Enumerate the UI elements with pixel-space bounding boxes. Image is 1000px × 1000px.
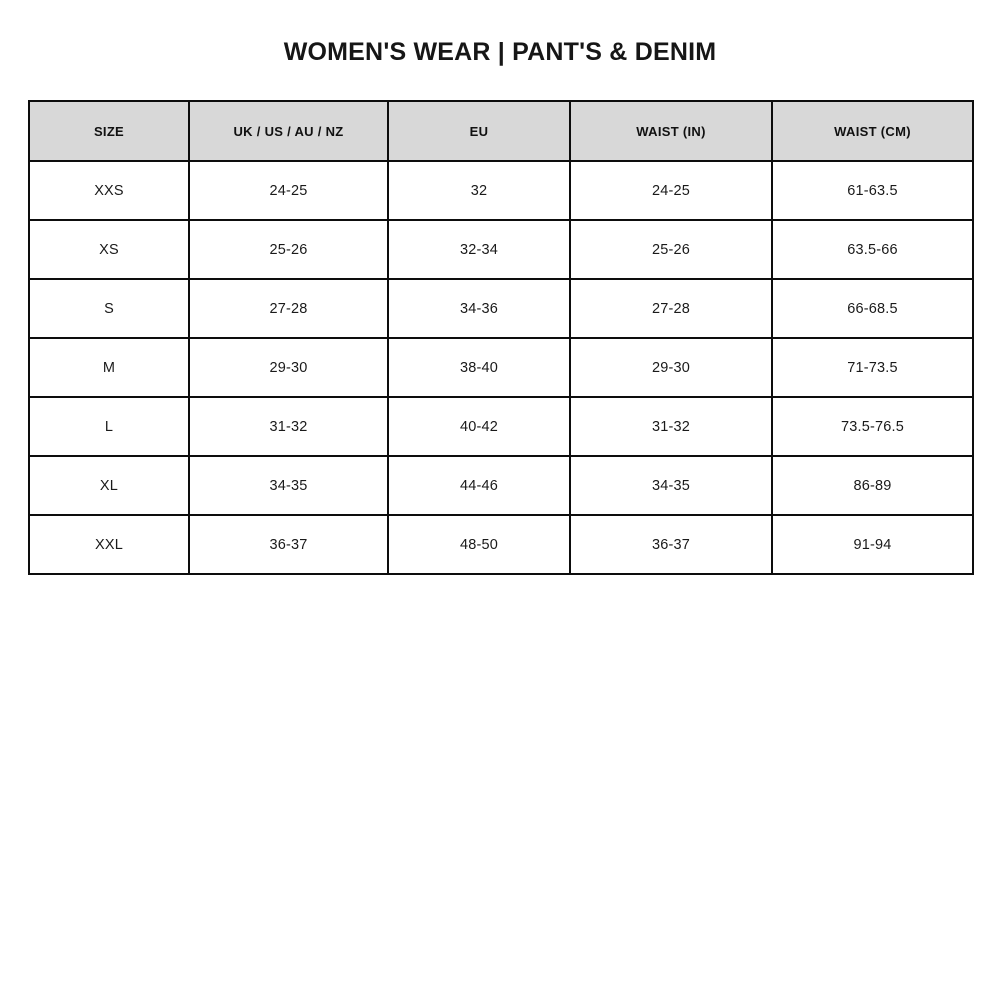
column-header-waist-cm: WAIST (CM) (771, 100, 974, 162)
cell-size: S (28, 278, 190, 339)
table-row: XS 25-26 32-34 25-26 63.5-66 (28, 219, 974, 280)
table-row: XL 34-35 44-46 34-35 86-89 (28, 455, 974, 516)
cell-eu: 44-46 (387, 455, 571, 516)
cell-size: XXL (28, 514, 190, 575)
cell-waist-in: 29-30 (569, 337, 773, 398)
cell-waist-cm: 71-73.5 (771, 337, 974, 398)
cell-waist-cm: 66-68.5 (771, 278, 974, 339)
table-row: S 27-28 34-36 27-28 66-68.5 (28, 278, 974, 339)
cell-uk: 31-32 (188, 396, 389, 457)
column-header-eu: EU (387, 100, 571, 162)
cell-uk: 25-26 (188, 219, 389, 280)
size-chart-table: SIZE UK / US / AU / NZ EU WAIST (IN) WAI… (28, 100, 974, 575)
cell-uk: 36-37 (188, 514, 389, 575)
cell-size: M (28, 337, 190, 398)
cell-waist-in: 25-26 (569, 219, 773, 280)
table-row: M 29-30 38-40 29-30 71-73.5 (28, 337, 974, 398)
cell-uk: 27-28 (188, 278, 389, 339)
cell-eu: 34-36 (387, 278, 571, 339)
cell-uk: 24-25 (188, 160, 389, 221)
cell-size: XL (28, 455, 190, 516)
column-header-waist-in: WAIST (IN) (569, 100, 773, 162)
table-body: XXS 24-25 32 24-25 61-63.5 XS 25-26 32-3… (28, 160, 974, 575)
cell-eu: 48-50 (387, 514, 571, 575)
column-header-size: SIZE (28, 100, 190, 162)
table-row: XXL 36-37 48-50 36-37 91-94 (28, 514, 974, 575)
cell-eu: 32-34 (387, 219, 571, 280)
cell-uk: 34-35 (188, 455, 389, 516)
table-header: SIZE UK / US / AU / NZ EU WAIST (IN) WAI… (28, 100, 974, 162)
cell-waist-cm: 63.5-66 (771, 219, 974, 280)
cell-waist-in: 36-37 (569, 514, 773, 575)
cell-waist-cm: 91-94 (771, 514, 974, 575)
cell-waist-in: 24-25 (569, 160, 773, 221)
cell-eu: 38-40 (387, 337, 571, 398)
page-title: WOMEN'S WEAR | PANT'S & DENIM (283, 38, 717, 66)
cell-uk: 29-30 (188, 337, 389, 398)
table-row: XXS 24-25 32 24-25 61-63.5 (28, 160, 974, 221)
cell-waist-in: 27-28 (569, 278, 773, 339)
cell-size: XXS (28, 160, 190, 221)
cell-size: XS (28, 219, 190, 280)
cell-waist-cm: 73.5-76.5 (771, 396, 974, 457)
column-header-uk-us-au-nz: UK / US / AU / NZ (188, 100, 389, 162)
table-row: L 31-32 40-42 31-32 73.5-76.5 (28, 396, 974, 457)
cell-size: L (28, 396, 190, 457)
cell-eu: 40-42 (387, 396, 571, 457)
table-header-row: SIZE UK / US / AU / NZ EU WAIST (IN) WAI… (28, 100, 974, 162)
cell-waist-cm: 61-63.5 (771, 160, 974, 221)
cell-waist-cm: 86-89 (771, 455, 974, 516)
cell-waist-in: 31-32 (569, 396, 773, 457)
cell-waist-in: 34-35 (569, 455, 773, 516)
cell-eu: 32 (387, 160, 571, 221)
